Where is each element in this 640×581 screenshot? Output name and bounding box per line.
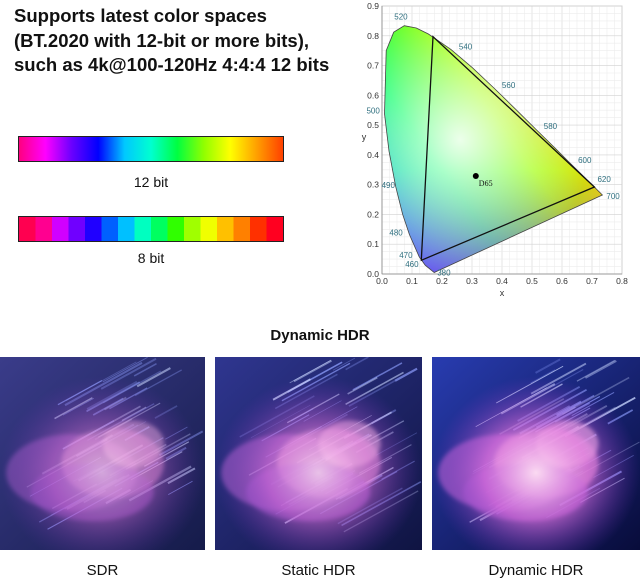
y-tick-label: 0.1 (367, 239, 379, 249)
y-tick-label: 0.2 (367, 209, 379, 219)
wavelength-label-520: 520 (394, 13, 408, 22)
spectral-locus-outline (384, 25, 604, 273)
axis-tick-labels: 0.0 0.1 0.2 0.3 0.4 0.5 0.6 0.7 0.8 0.0 0.1 0.2 0.3 0… (367, 1, 628, 286)
x-tick-label: 0.4 (496, 276, 508, 286)
chart-axes (381, 6, 622, 275)
x-tick-label: 0.5 (526, 276, 538, 286)
wavelength-label-700: 700 (606, 192, 620, 201)
x-tick-label: 0.0 (376, 276, 388, 286)
y-axis-label: y (362, 132, 367, 142)
y-tick-label: 0.0 (367, 269, 379, 279)
spectrum-label-8-bit: 8 bit (137, 250, 165, 266)
hdr-artwork (432, 357, 640, 550)
wavelength-label-470: 470 (399, 251, 413, 260)
white-point-marker (472, 173, 479, 180)
sdr-image (0, 357, 205, 550)
wavelength-label-620: 620 (597, 175, 611, 184)
wavelength-label-560: 560 (502, 81, 516, 90)
spectrum-bar-12-bit (18, 136, 284, 162)
static-hdr-image (215, 357, 422, 550)
wavelength-label-380: 380 (437, 269, 451, 278)
wavelength-label-540: 540 (459, 42, 473, 51)
wavelength-label-500: 500 (366, 107, 380, 116)
x-tick-label: 0.7 (586, 276, 598, 286)
dynamic-hdr-title: Dynamic HDR (270, 327, 370, 344)
y-tick-label: 0.9 (367, 1, 379, 11)
y-tick-label: 0.3 (367, 180, 379, 190)
y-tick-label: 0.6 (367, 90, 379, 100)
y-tick-label: 0.7 (367, 61, 379, 71)
wavelength-label-490: 490 (382, 181, 396, 190)
x-tick-label: 0.1 (406, 276, 418, 286)
wavelength-label-460: 460 (405, 260, 419, 269)
hdr-artwork (0, 357, 205, 550)
wavelength-label-480: 480 (389, 228, 403, 237)
y-tick-label: 0.5 (367, 120, 379, 130)
x-tick-label: 0.2 (436, 276, 448, 286)
wavelength-label-580: 580 (544, 122, 558, 131)
bt2020-gamut-triangle (420, 35, 596, 262)
sdr-label: SDR (86, 562, 119, 579)
cie-chromaticity-chart: 380460470480490500520540560580600620700 … (362, 1, 628, 298)
static-hdr-label: Static HDR (281, 562, 356, 579)
dynamic-hdr-label: Dynamic HDR (488, 562, 584, 579)
x-tick-label: 0.3 (466, 276, 478, 286)
spectrum-bar-8-bit (18, 216, 284, 242)
x-tick-label: 0.8 (616, 276, 628, 286)
headline: Supports latest color spaces (BT.2020 wi… (14, 5, 330, 75)
hdr-artwork (215, 357, 422, 550)
dynamic-hdr-image (432, 357, 640, 550)
x-tick-label: 0.6 (556, 276, 568, 286)
y-tick-label: 0.8 (367, 31, 379, 41)
white-point-label: D65 (479, 179, 493, 188)
y-tick-label: 0.4 (367, 150, 379, 160)
spectrum-label-12-bit: 12 bit (133, 174, 169, 190)
x-axis-label: x (500, 288, 505, 298)
wavelength-label-600: 600 (578, 156, 592, 165)
